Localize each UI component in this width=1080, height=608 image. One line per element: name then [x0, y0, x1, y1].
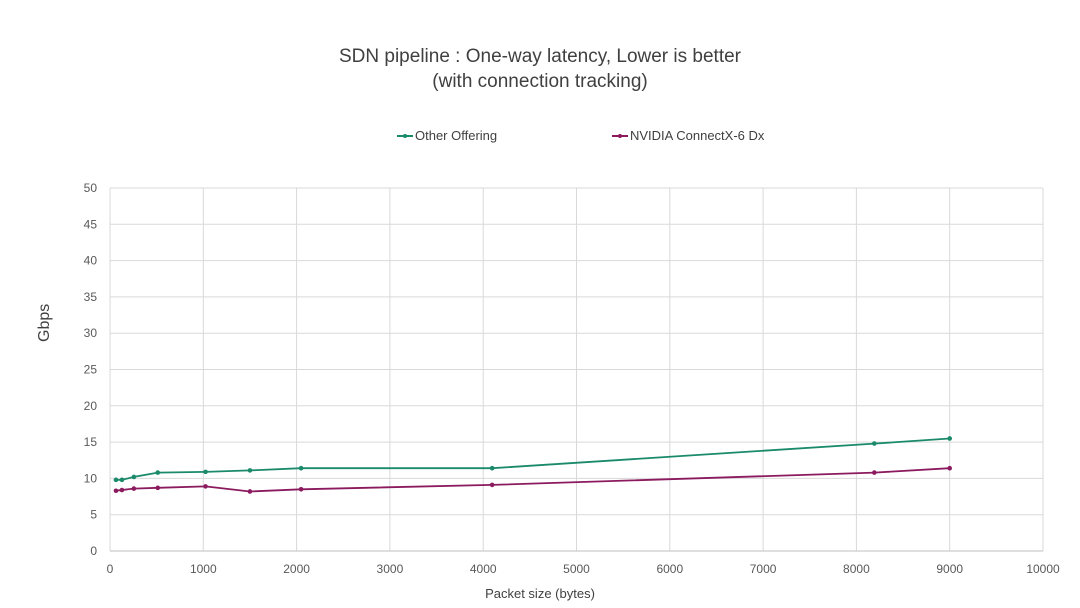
x-tick-label: 7000	[750, 562, 777, 576]
data-point-0	[489, 465, 495, 471]
legend-swatch-nvidia	[612, 133, 628, 138]
y-tick-label: 30	[84, 326, 98, 340]
legend-item-other-offering: Other Offering	[397, 128, 497, 143]
data-point-1	[203, 484, 208, 489]
x-tick-label: 5000	[563, 562, 590, 576]
data-point-1	[489, 482, 495, 488]
data-point-1	[247, 489, 253, 494]
legend: Other Offering NVIDIA ConnectX-6 Dx	[0, 128, 1080, 148]
data-point-1	[872, 470, 877, 475]
chart-title: SDN pipeline : One-way latency, Lower is…	[339, 46, 741, 67]
data-point-0	[155, 470, 161, 475]
y-tick-label: 20	[84, 399, 98, 413]
x-tick-label: 1000	[190, 562, 217, 576]
y-axis-label: Gbps	[36, 303, 53, 342]
legend-swatch-other-offering	[397, 133, 413, 138]
data-point-0	[298, 465, 304, 471]
y-tick-label: 50	[84, 181, 98, 195]
y-tick-label: 15	[84, 435, 98, 449]
data-point-0	[113, 477, 119, 483]
data-point-0	[247, 468, 253, 473]
x-tick-label: 10000	[1026, 562, 1060, 576]
series-line-0	[116, 437, 950, 481]
data-point-0	[131, 474, 137, 480]
y-tick-label: 0	[90, 544, 97, 558]
y-tick-label: 35	[84, 290, 98, 304]
y-tick-label: 45	[84, 217, 98, 231]
chart-subtitle: (with connection tracking)	[432, 71, 648, 92]
series-line-1	[115, 467, 950, 493]
y-tick-label: 10	[84, 471, 98, 485]
legend-label-nvidia: NVIDIA ConnectX-6 Dx	[630, 128, 765, 143]
data-point-0	[119, 477, 125, 483]
data-point-0	[203, 469, 208, 475]
x-tick-label: 9000	[936, 562, 963, 576]
x-axis-label: Packet size (bytes)	[485, 586, 595, 601]
y-tick-label: 40	[84, 254, 98, 268]
data-point-1	[113, 488, 119, 494]
x-tick-label: 4000	[470, 562, 497, 576]
x-tick-label: 3000	[377, 562, 404, 576]
data-point-1	[155, 485, 161, 491]
legend-label-other-offering: Other Offering	[415, 128, 498, 143]
x-tick-label: 6000	[656, 562, 683, 576]
legend-item-nvidia: NVIDIA ConnectX-6 Dx	[612, 128, 764, 143]
y-tick-label: 5	[90, 508, 97, 522]
data-point-0	[872, 441, 877, 446]
x-tick-label: 0	[107, 562, 114, 576]
data-point-1	[119, 487, 125, 493]
data-point-1	[298, 486, 304, 492]
y-tick-label: 25	[84, 363, 98, 377]
data-point-1	[131, 486, 137, 491]
x-tick-label: 8000	[843, 562, 870, 576]
x-tick-label: 2000	[283, 562, 310, 576]
data-point-1	[947, 465, 952, 471]
data-point-0	[947, 436, 952, 441]
